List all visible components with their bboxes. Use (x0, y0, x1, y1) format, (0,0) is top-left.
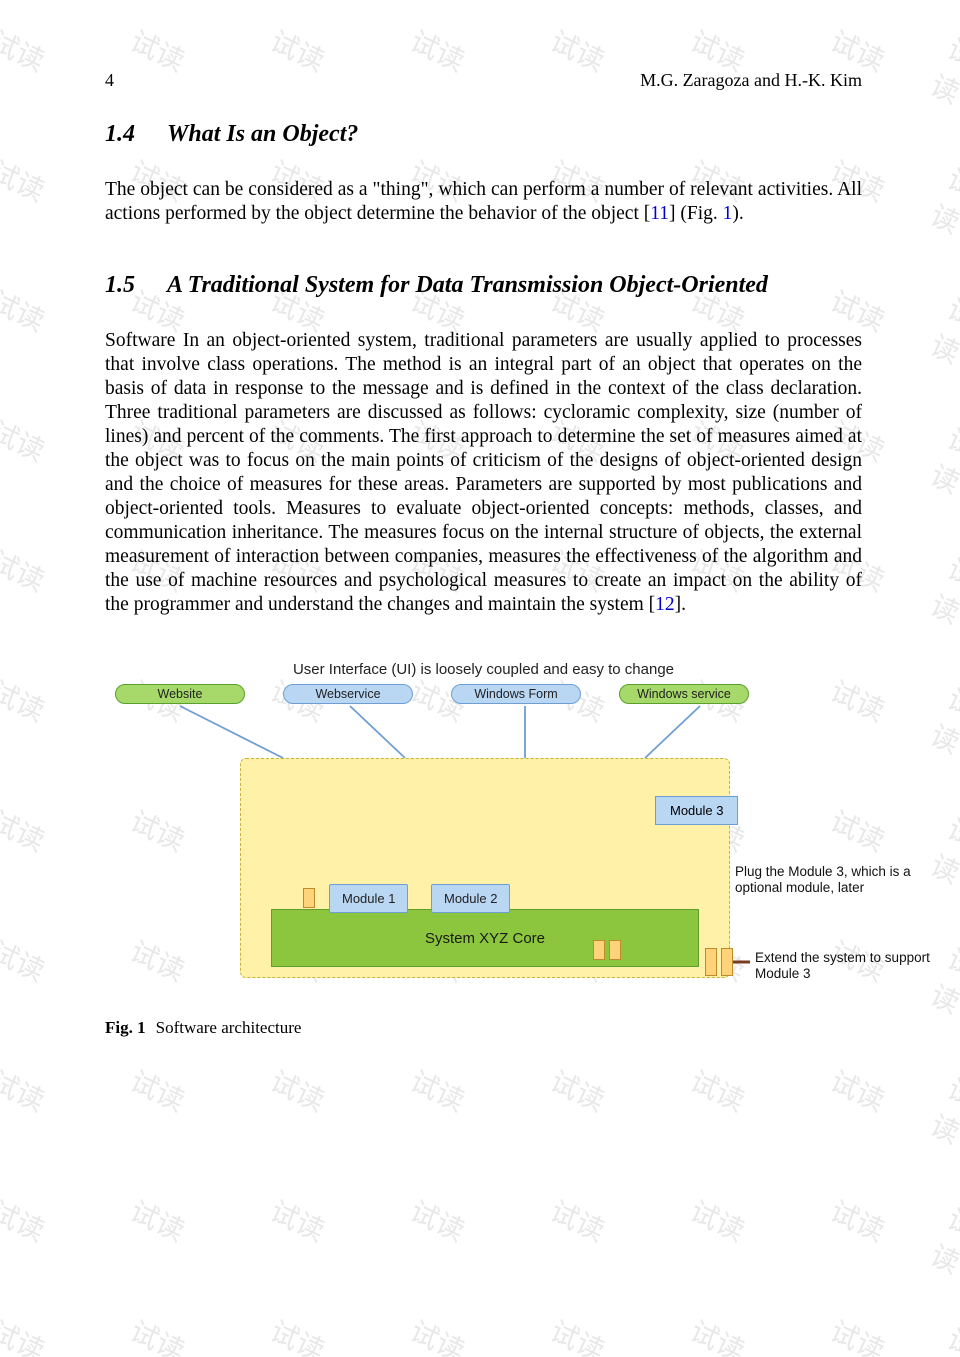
figure-title: Software architecture (156, 1018, 302, 1037)
node-module-2: Module 2 (431, 884, 510, 913)
section-1-5-paragraph: Software In an object-oriented system, t… (105, 329, 862, 617)
watermark: 试读 (684, 1310, 752, 1357)
connector-stub-icon (303, 888, 315, 908)
running-head: 4 M.G. Zaragoza and H.-K. Kim (105, 70, 862, 91)
watermark: 试读 (264, 1310, 332, 1357)
section-number: 1.5 (105, 270, 167, 301)
para-text: The object can be considered as a "thing… (105, 179, 862, 224)
section-1-4-paragraph: The object can be considered as a "thing… (105, 178, 862, 226)
citation-link-11[interactable]: 11 (650, 203, 669, 224)
page-number: 4 (105, 70, 114, 91)
connector-stub-icon (609, 940, 621, 960)
watermark: 试读 (544, 1190, 612, 1250)
section-title: A Traditional System for Data Transmissi… (167, 270, 862, 301)
connector-stub-icon (721, 948, 733, 976)
section-number: 1.4 (105, 119, 167, 150)
annotation-extend-system: Extend the system to support Module 3 (755, 950, 935, 982)
node-system-core: System XYZ Core (271, 909, 699, 967)
section-1-5-heading: 1.5 A Traditional System for Data Transm… (105, 270, 862, 301)
annotation-plug-module3: Plug the Module 3, which is a optional m… (735, 864, 925, 896)
node-module-3: Module 3 (655, 796, 738, 825)
section-1-4-heading: 1.4 What Is an Object? (105, 119, 862, 150)
node-module-1: Module 1 (329, 884, 408, 913)
para-text: ] (Fig. (669, 203, 723, 224)
architecture-diagram: Website Webservice Windows Form Windows … (105, 684, 863, 1006)
watermark: 试读 (124, 1310, 192, 1357)
watermark: 试读 (544, 1310, 612, 1357)
node-windows-form: Windows Form (451, 684, 581, 704)
node-website: Website (115, 684, 245, 704)
watermark: 试读 (404, 1190, 472, 1250)
watermark: 试读 (0, 1190, 52, 1250)
watermark: 试读 (404, 1310, 472, 1357)
figure-caption: Fig. 1 Software architecture (105, 1018, 862, 1038)
node-windows-service: Windows service (619, 684, 749, 704)
figure-label: Fig. 1 (105, 1018, 146, 1037)
author-names: M.G. Zaragoza and H.-K. Kim (640, 70, 862, 91)
watermark: 试读 (684, 1190, 752, 1250)
section-title: What Is an Object? (167, 119, 862, 150)
citation-link-12[interactable]: 12 (655, 594, 675, 615)
watermark: 试读 (824, 1190, 892, 1250)
para-text: ). (732, 203, 743, 224)
figure-1: User Interface (UI) is loosely coupled a… (105, 661, 862, 1038)
figure-top-caption: User Interface (UI) is loosely coupled a… (105, 661, 862, 678)
system-outer-box: System XYZ Core (240, 758, 730, 978)
para-text: Software In an object-oriented system, t… (105, 330, 862, 615)
ui-layer-nodes: Website Webservice Windows Form Windows … (105, 684, 863, 704)
node-webservice: Webservice (283, 684, 413, 704)
connector-stub-icon (593, 940, 605, 960)
watermark: 试读 (0, 1310, 52, 1357)
watermark: 试读 (124, 1190, 192, 1250)
watermark: 试读 (824, 1310, 892, 1357)
connector-stub-icon (705, 948, 717, 976)
page-content: 4 M.G. Zaragoza and H.-K. Kim 1.4 What I… (0, 0, 960, 1108)
para-text: ]. (675, 594, 686, 615)
watermark: 试读 (924, 1318, 960, 1357)
watermark: 试读 (924, 1198, 960, 1282)
watermark: 试读 (264, 1190, 332, 1250)
figure-ref-link-1[interactable]: 1 (723, 203, 733, 224)
